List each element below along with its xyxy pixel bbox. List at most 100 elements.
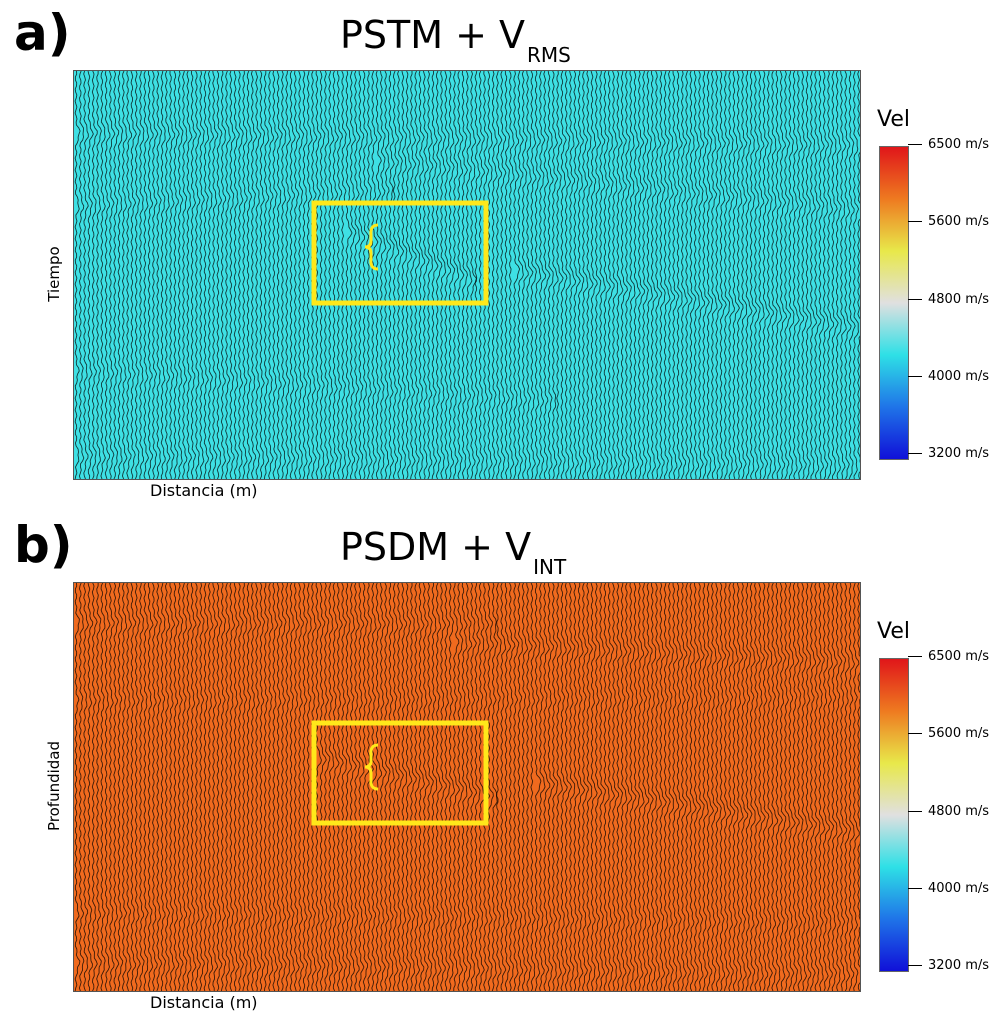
colorbar-tick-label: 6500 m/s: [908, 649, 989, 664]
seismic-trace: [573, 583, 581, 991]
seismic-trace: [448, 71, 456, 479]
seismic-trace: [539, 71, 547, 479]
seismic-trace: [405, 71, 413, 479]
seismic-trace: [680, 583, 688, 991]
seismic-trace: [766, 71, 774, 479]
seismic-trace: [143, 583, 149, 991]
seismic-trace: [160, 71, 166, 479]
seismic-trace: [164, 71, 171, 479]
seismic-trace: [238, 583, 244, 991]
seismic-trace: [620, 583, 628, 991]
seismic-trace: [809, 583, 817, 991]
seismic-trace: [302, 583, 309, 991]
seismic-trace: [672, 71, 680, 479]
seismic-trace: [100, 71, 106, 479]
seismic-trace: [504, 71, 511, 479]
seismic-trace: [594, 71, 602, 479]
seismic-trace: [225, 71, 231, 479]
seismic-trace: [422, 583, 430, 991]
seismic-trace: [723, 71, 731, 479]
seismic-trace: [121, 583, 128, 991]
seismic-trace: [246, 583, 252, 991]
seismic-trace: [779, 71, 788, 479]
seismic-trace: [324, 583, 331, 991]
seismic-trace: [121, 71, 128, 479]
seismic-trace: [268, 583, 274, 991]
seismic-trace: [702, 583, 709, 991]
title-subscript: INT: [533, 555, 567, 579]
seismic-trace: [410, 71, 417, 479]
seismic-trace: [668, 583, 674, 991]
seismic-trace: [177, 71, 184, 479]
seismic-trace: [96, 71, 102, 479]
seismic-trace: [229, 583, 236, 991]
seismic-section-plot: [73, 582, 861, 992]
seismic-trace: [272, 583, 279, 991]
seismic-trace: [835, 71, 842, 479]
seismic-trace: [616, 71, 624, 479]
seismic-trace: [556, 583, 563, 991]
seismic-trace: [517, 583, 524, 991]
seismic-trace: [319, 71, 326, 479]
brace-marker: [364, 743, 379, 791]
seismic-trace: [367, 583, 374, 991]
seismic-trace: [831, 71, 839, 479]
seismic-trace: [844, 71, 852, 479]
seismic-trace: [513, 583, 520, 991]
seismic-trace: [440, 71, 447, 479]
seismic-trace: [539, 583, 546, 991]
brace-marker: [364, 223, 379, 271]
seismic-trace: [805, 71, 812, 479]
seismic-trace: [659, 583, 667, 991]
seismic-trace: [367, 71, 374, 479]
seismic-trace: [650, 583, 657, 991]
seismic-trace: [139, 583, 145, 991]
seismic-trace: [745, 583, 753, 991]
seismic-trace: [650, 71, 658, 479]
trace-group: [74, 583, 860, 991]
seismic-trace: [547, 71, 554, 479]
seismic-trace: [349, 71, 357, 479]
seismic-trace: [453, 71, 460, 479]
seismic-trace: [698, 583, 705, 991]
seismic-trace: [551, 71, 559, 479]
seismic-trace: [637, 583, 645, 991]
seismic-trace: [465, 71, 473, 479]
seismic-trace: [203, 71, 210, 479]
seismic-trace: [599, 71, 606, 479]
seismic-trace: [500, 583, 507, 991]
seismic-trace: [431, 71, 439, 479]
seismic-trace: [827, 583, 835, 991]
seismic-trace: [586, 71, 594, 479]
seismic-trace: [586, 583, 593, 991]
seismic-section-svg: [74, 71, 860, 479]
seismic-trace: [543, 583, 551, 991]
seismic-trace: [422, 71, 430, 479]
seismic-trace: [594, 583, 603, 991]
seismic-trace: [754, 71, 761, 479]
seismic-trace: [259, 583, 266, 991]
seismic-trace: [788, 71, 795, 479]
seismic-trace: [590, 71, 598, 479]
seismic-trace: [801, 71, 809, 479]
seismic-trace: [109, 583, 115, 991]
seismic-trace: [336, 583, 344, 991]
seismic-trace: [478, 71, 486, 479]
seismic-trace: [646, 71, 654, 479]
seismic-trace: [676, 71, 683, 479]
seismic-trace: [702, 71, 710, 479]
colorbar-tick-label: 3200 m/s: [908, 446, 989, 461]
seismic-trace: [706, 71, 714, 479]
seismic-trace: [375, 71, 382, 479]
seismic-trace: [418, 71, 426, 479]
seismic-trace: [259, 71, 266, 479]
seismic-trace: [569, 583, 576, 991]
seismic-trace: [104, 583, 111, 991]
seismic-trace: [625, 71, 632, 479]
seismic-trace: [478, 583, 486, 991]
seismic-trace: [199, 71, 205, 479]
seismic-trace: [397, 71, 405, 479]
seismic-trace: [831, 583, 838, 991]
seismic-trace: [212, 71, 219, 479]
seismic-trace: [186, 583, 192, 991]
